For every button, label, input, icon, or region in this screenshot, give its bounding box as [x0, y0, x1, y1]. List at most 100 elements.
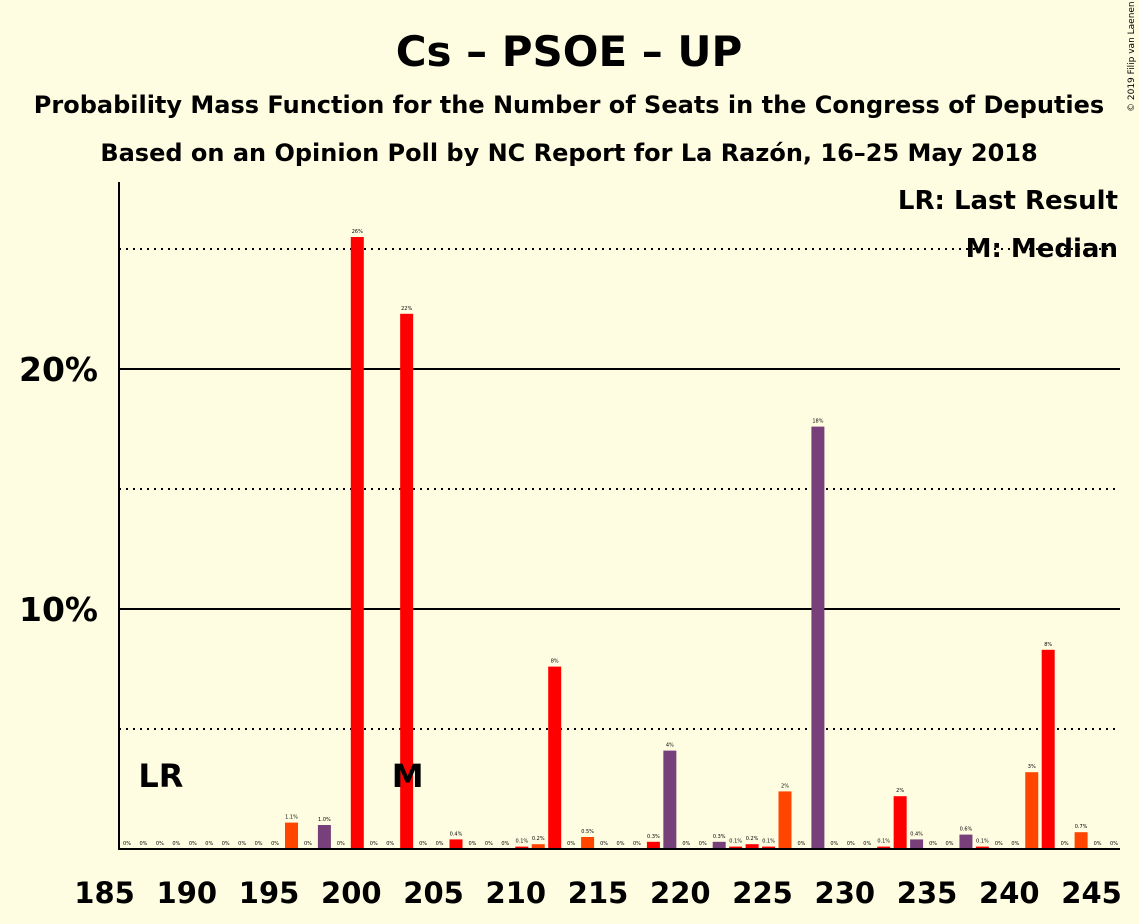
bar-value-label: 0%	[304, 841, 312, 847]
bar-value-label: 18%	[812, 419, 823, 425]
bar-value-label: 26%	[352, 229, 363, 235]
seat-bar	[910, 839, 924, 849]
seat-bar	[317, 825, 331, 849]
gridlines	[119, 248, 1120, 730]
x-tick-label: 185	[74, 876, 135, 910]
x-tick-label: 220	[650, 876, 711, 910]
seat-bar	[893, 796, 907, 849]
x-tick-label: 245	[1061, 876, 1122, 910]
bar-value-label: 2%	[896, 788, 904, 794]
bar-value-label: 0%	[370, 841, 378, 847]
seat-bar	[877, 846, 891, 849]
bar-value-label: 1.1%	[285, 815, 298, 821]
x-tick-label: 205	[403, 876, 464, 910]
copyright-credit: © 2019 Filip van Laenen	[1127, 1, 1137, 112]
seat-bar	[449, 839, 463, 849]
seat-bar	[1074, 832, 1088, 849]
bar-value-label: 0%	[205, 841, 213, 847]
seat-bar	[1025, 772, 1039, 849]
x-tick-label: 240	[979, 876, 1040, 910]
bar-value-label: 0%	[172, 841, 180, 847]
x-tick-label: 230	[815, 876, 876, 910]
x-tick-label: 200	[321, 876, 382, 910]
x-tick-label: 210	[486, 876, 547, 910]
bar-value-label: 0%	[501, 841, 509, 847]
bar-value-label: 0%	[830, 841, 838, 847]
bar-value-label: 3%	[1028, 764, 1036, 770]
bar-labels: 0% 0% 0% 0% 0% 0% 0% 0% 0% 0% 1.1% 0% 1.0% 0% 26% 0% 0% 2…	[123, 229, 1118, 847]
seat-bar	[548, 666, 562, 849]
bar-value-label: 0%	[189, 841, 197, 847]
bar-value-label: 0%	[139, 841, 147, 847]
bar-value-label: 0%	[1110, 841, 1118, 847]
median-marker: M	[392, 757, 424, 795]
x-tick-label: 235	[897, 876, 958, 910]
bar-value-label: 0%	[271, 841, 279, 847]
seat-bar	[762, 846, 776, 849]
bar-value-label: 0.7%	[1075, 824, 1088, 830]
bar-value-label: 0%	[946, 841, 954, 847]
seat-bar	[975, 846, 989, 849]
bar-value-label: 0%	[929, 841, 937, 847]
bar-value-label: 0%	[847, 841, 855, 847]
legend-median: M: Median	[966, 234, 1118, 264]
seat-bar	[663, 750, 677, 849]
seat-bar	[350, 237, 364, 849]
y-axis-tick-labels: 10% 20%	[19, 350, 98, 629]
seat-bar	[531, 844, 545, 849]
x-tick-label: 195	[239, 876, 300, 910]
bar-value-label: 8%	[551, 659, 559, 665]
bar-value-label: 0%	[1011, 841, 1019, 847]
bar-value-label: 0.5%	[581, 829, 594, 835]
bar-value-label: 0%	[863, 841, 871, 847]
bar-value-label: 0%	[1094, 841, 1102, 847]
seat-bar	[1041, 649, 1055, 849]
bar-value-label: 0%	[682, 841, 690, 847]
bar-value-label: 0%	[600, 841, 608, 847]
bar-value-label: 0.4%	[910, 831, 923, 837]
bar-value-label: 0%	[617, 841, 625, 847]
bar-value-label: 0.3%	[713, 834, 726, 840]
bar-value-label: 22%	[401, 306, 412, 312]
bar-value-label: 1.0%	[318, 817, 331, 823]
bar-value-label: 0%	[123, 841, 131, 847]
bar-value-label: 0.6%	[960, 827, 973, 833]
bar-value-label: 0%	[419, 841, 427, 847]
x-tick-label: 225	[732, 876, 793, 910]
x-tick-label: 190	[157, 876, 218, 910]
legend-last-result: LR: Last Result	[898, 186, 1118, 216]
seat-bar	[745, 844, 759, 849]
seat-bar	[811, 426, 825, 849]
bar-value-label: 0%	[633, 841, 641, 847]
chart-subtitle-poll: Based on an Opinion Poll by NC Report fo…	[100, 139, 1037, 167]
bar-value-label: 0%	[222, 841, 230, 847]
seat-bar	[581, 837, 595, 849]
seat-bar	[712, 841, 726, 849]
bar-value-label: 0%	[485, 841, 493, 847]
y-tick-label: 20%	[19, 350, 98, 389]
seat-bar	[959, 834, 973, 849]
x-tick-label: 215	[568, 876, 629, 910]
chart-title: Cs – PSOE – UP	[396, 27, 743, 76]
x-axis-tick-labels: 185 190 195 200 205 210 215 220 225 230 235 240 245	[74, 876, 1122, 910]
seat-bar	[729, 846, 743, 849]
bar-value-label: 0%	[699, 841, 707, 847]
bar-value-label: 0%	[386, 841, 394, 847]
seat-bar	[285, 822, 298, 849]
bar-value-label: 0.1%	[762, 839, 775, 845]
seat-bar	[400, 313, 414, 849]
y-tick-label: 10%	[19, 590, 98, 629]
bar-value-label: 0%	[995, 841, 1003, 847]
bar-value-label: 0.1%	[515, 839, 528, 845]
bar-value-label: 0%	[255, 841, 263, 847]
bar-value-label: 0%	[436, 841, 444, 847]
seat-bar	[778, 791, 792, 849]
bar-value-label: 0%	[1061, 841, 1069, 847]
bar-value-label: 0.2%	[532, 836, 545, 842]
bar-value-label: 0.2%	[746, 836, 759, 842]
bar-value-label: 0%	[468, 841, 476, 847]
bar-value-label: 0.1%	[729, 839, 742, 845]
bar-value-label: 0%	[238, 841, 246, 847]
bar-value-label: 4%	[666, 743, 674, 749]
